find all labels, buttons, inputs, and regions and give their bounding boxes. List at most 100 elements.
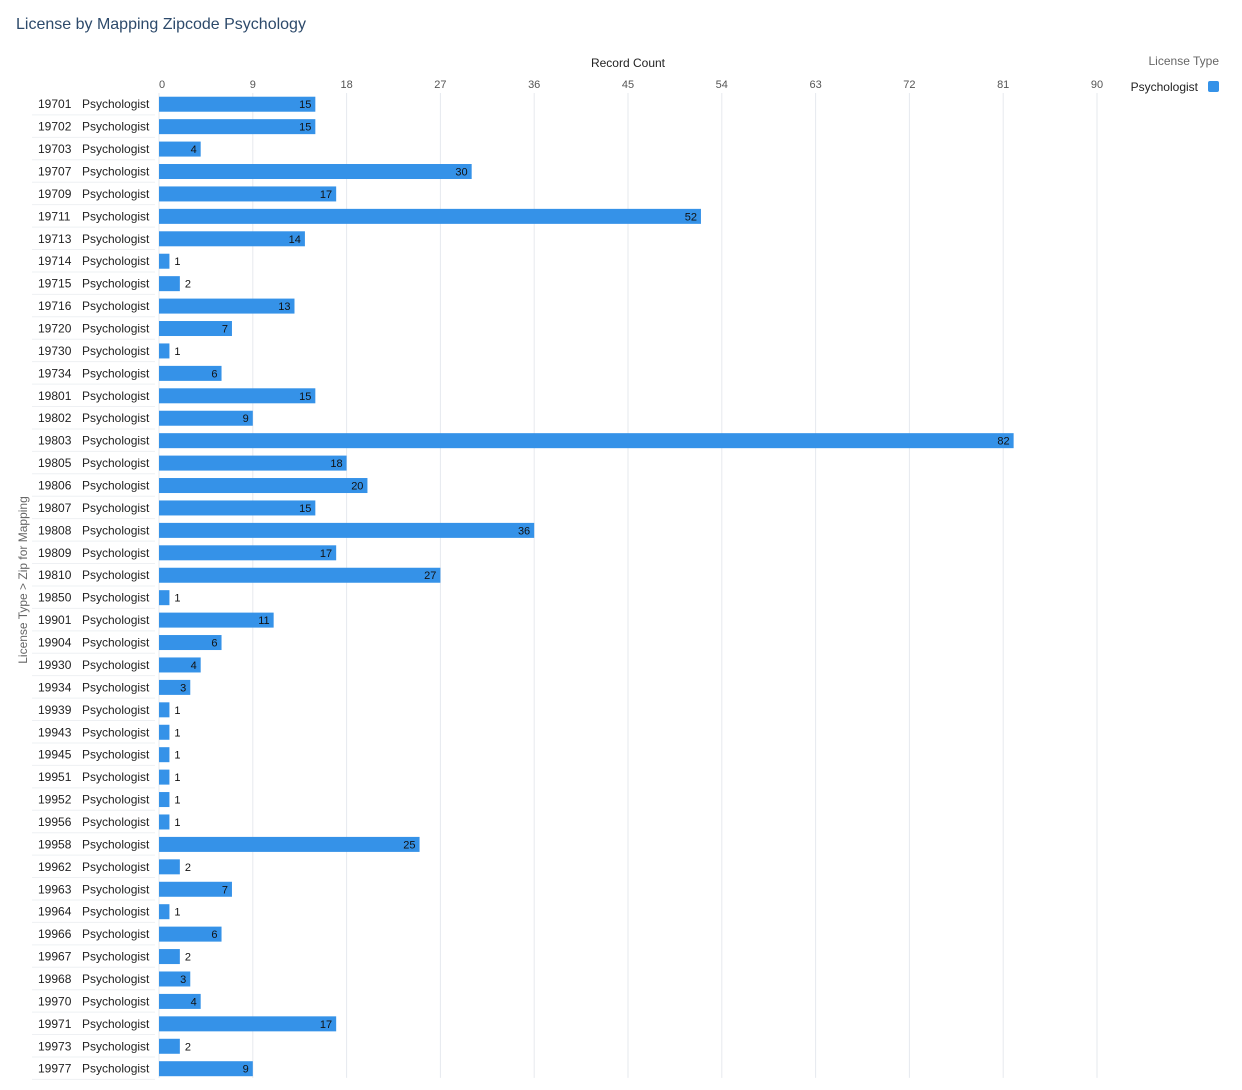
bar[interactable]	[159, 657, 201, 673]
bar[interactable]	[159, 836, 420, 852]
bar[interactable]	[159, 478, 368, 494]
bar[interactable]	[159, 276, 180, 292]
x-axis-title: Record Count	[591, 56, 666, 70]
bar-value-label: 17	[320, 1019, 332, 1031]
zip-label: 19952	[38, 793, 72, 807]
zip-label: 19945	[38, 748, 72, 762]
zip-label: 19962	[38, 860, 72, 874]
license-type-label: Psychologist	[82, 815, 150, 829]
bar-value-label: 36	[518, 525, 530, 537]
license-type-label: Psychologist	[82, 905, 150, 919]
license-type-label: Psychologist	[82, 950, 150, 964]
bar[interactable]	[159, 949, 180, 965]
bar-value-label: 20	[351, 481, 363, 493]
bar[interactable]	[159, 365, 222, 381]
bar[interactable]	[159, 590, 170, 606]
license-type-label: Psychologist	[82, 523, 150, 537]
license-type-label: Psychologist	[82, 142, 150, 156]
license-type-label: Psychologist	[82, 680, 150, 694]
license-type-label: Psychologist	[82, 209, 150, 223]
bar[interactable]	[159, 500, 316, 516]
x-tick-label: 45	[622, 79, 634, 91]
bar[interactable]	[159, 679, 191, 695]
bar-value-label: 1	[174, 727, 180, 739]
bar-value-label: 25	[403, 839, 415, 851]
bar-value-label: 15	[299, 122, 311, 134]
bar[interactable]	[159, 702, 170, 718]
zip-label: 19956	[38, 815, 72, 829]
zip-label: 19701	[38, 97, 72, 111]
legend[interactable]: License Type Psychologist	[1131, 54, 1220, 94]
license-type-label: Psychologist	[82, 613, 150, 627]
zip-label: 19707	[38, 165, 72, 179]
legend-swatch[interactable]	[1208, 81, 1219, 92]
license-type-label: Psychologist	[82, 1062, 150, 1076]
bar[interactable]	[159, 567, 441, 583]
bar[interactable]	[159, 343, 170, 359]
bar[interactable]	[159, 231, 305, 247]
bar[interactable]	[159, 814, 170, 830]
bar[interactable]	[159, 119, 316, 135]
license-type-label: Psychologist	[82, 636, 150, 650]
bar[interactable]	[159, 904, 170, 920]
bar[interactable]	[159, 881, 232, 897]
bar-value-label: 2	[185, 279, 191, 291]
zip-label: 19901	[38, 613, 72, 627]
zip-label: 19951	[38, 770, 72, 784]
bar[interactable]	[159, 545, 337, 561]
bar[interactable]	[159, 792, 170, 808]
bar-value-label: 17	[320, 548, 332, 560]
bar-value-label: 3	[180, 682, 186, 694]
license-type-label: Psychologist	[82, 882, 150, 896]
bar-value-label: 14	[289, 234, 301, 246]
bars: 1515430175214121371615982182015361727111…	[159, 96, 1014, 1077]
bar[interactable]	[159, 971, 191, 987]
bar[interactable]	[159, 769, 170, 785]
license-type-label: Psychologist	[82, 748, 150, 762]
x-axis-ticks: 0 9 18 27 36 45 54 63 72 81 90	[159, 79, 1103, 91]
license-type-label: Psychologist	[82, 793, 150, 807]
license-type-label: Psychologist	[82, 277, 150, 291]
bar[interactable]	[159, 321, 232, 337]
bar[interactable]	[159, 635, 222, 651]
license-type-label: Psychologist	[82, 479, 150, 493]
license-type-label: Psychologist	[82, 837, 150, 851]
zip-label: 19806	[38, 479, 72, 493]
bar[interactable]	[159, 253, 170, 269]
bar[interactable]	[159, 724, 170, 740]
bar[interactable]	[159, 388, 316, 404]
legend-title: License Type	[1149, 54, 1220, 68]
bar[interactable]	[159, 208, 701, 224]
bar-value-label: 1	[174, 772, 180, 784]
bar[interactable]	[159, 96, 316, 112]
bar-value-label: 3	[180, 974, 186, 986]
bar[interactable]	[159, 455, 347, 471]
license-type-label: Psychologist	[82, 725, 150, 739]
zip-label: 19711	[38, 209, 71, 223]
bar-value-label: 2	[185, 862, 191, 874]
bar[interactable]	[159, 141, 201, 157]
bar[interactable]	[159, 1061, 253, 1077]
x-tick-label: 90	[1091, 79, 1103, 91]
bar-value-label: 15	[299, 99, 311, 111]
bar[interactable]	[159, 433, 1014, 449]
bar[interactable]	[159, 186, 337, 202]
bar[interactable]	[159, 612, 274, 628]
bar[interactable]	[159, 522, 535, 538]
legend-label[interactable]: Psychologist	[1131, 80, 1199, 94]
bar[interactable]	[159, 1038, 180, 1054]
bar[interactable]	[159, 1016, 337, 1032]
bar[interactable]	[159, 410, 253, 426]
bar[interactable]	[159, 926, 222, 942]
license-type-label: Psychologist	[82, 1017, 150, 1031]
bar-value-label: 13	[278, 301, 290, 313]
bar[interactable]	[159, 164, 472, 180]
bar-value-label: 1	[174, 750, 180, 762]
bar-value-label: 6	[211, 368, 217, 380]
bar[interactable]	[159, 298, 295, 314]
bar[interactable]	[159, 859, 180, 875]
bar[interactable]	[159, 993, 201, 1009]
license-type-label: Psychologist	[82, 120, 150, 134]
license-type-label: Psychologist	[82, 97, 150, 111]
bar[interactable]	[159, 747, 170, 763]
